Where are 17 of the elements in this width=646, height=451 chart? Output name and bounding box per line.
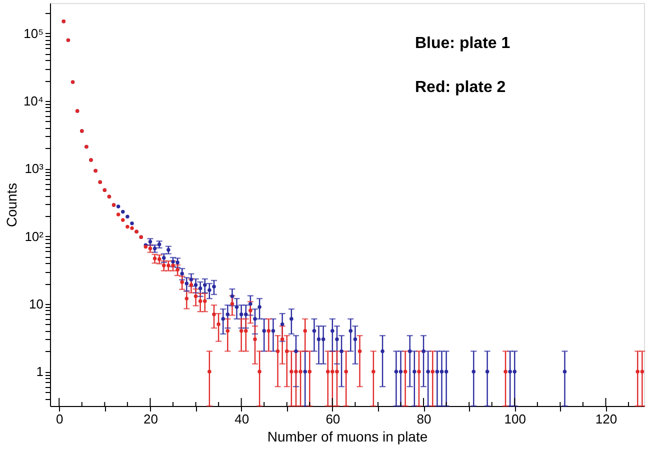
y-tick-label: 10² xyxy=(24,228,44,244)
y-tick-label: 10³ xyxy=(24,161,44,176)
y-tick-label: 10 xyxy=(29,296,44,312)
x-tick-label: 60 xyxy=(326,412,340,426)
y-tick-label: 1 xyxy=(36,364,44,380)
x-tick-label: 120 xyxy=(595,412,618,426)
annotation: Red: plate 2 xyxy=(415,79,506,96)
annotation: Blue: plate 1 xyxy=(415,35,510,52)
x-tick-label: 100 xyxy=(504,412,526,426)
x-tick-label: 20 xyxy=(143,412,158,426)
y-tick-label: 10⁵ xyxy=(24,26,44,41)
x-tick-label: 0 xyxy=(56,412,64,426)
x-axis-title: Number of muons in plate xyxy=(267,428,428,444)
y-tick-label: 10⁴ xyxy=(23,93,44,108)
x-tick-label: 40 xyxy=(234,412,250,426)
y-axis-title: Counts xyxy=(3,182,20,228)
x-tick-label: 80 xyxy=(416,412,432,426)
